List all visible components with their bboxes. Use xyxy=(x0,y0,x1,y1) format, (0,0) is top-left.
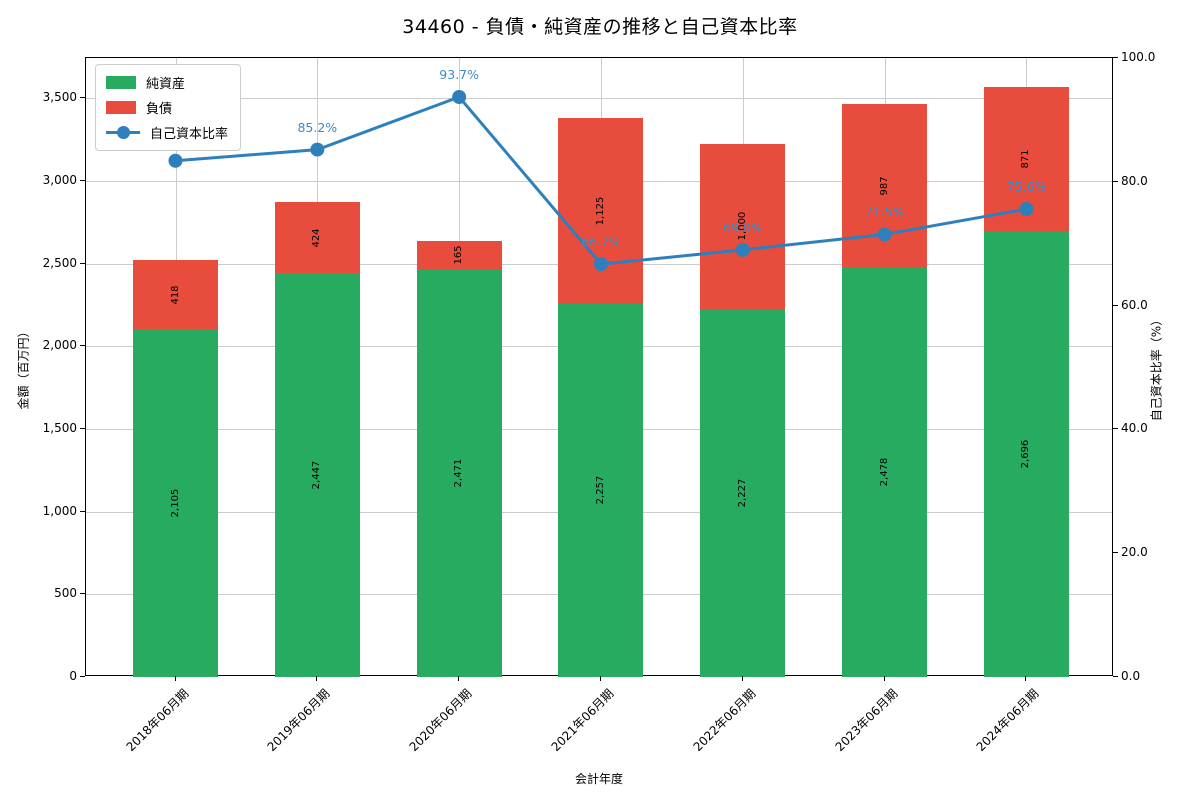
ratio-value-label: 69.0% xyxy=(722,219,763,235)
legend-item-debt: 負債 xyxy=(106,98,228,117)
x-axis-tick xyxy=(316,676,318,681)
bar-segment-debt xyxy=(558,117,644,304)
ratio-marker xyxy=(452,89,467,104)
x-axis-tick xyxy=(599,676,601,681)
y-axis-tick-right xyxy=(1113,428,1118,430)
y-axis-tick-left xyxy=(80,676,85,677)
y-axis-tick-left xyxy=(80,180,85,182)
y-axis-tick-label-left: 2,000 xyxy=(42,338,77,353)
y-axis-tick-right xyxy=(1113,57,1118,58)
ratio-line-icon xyxy=(106,126,140,139)
y-axis-tick-right xyxy=(1113,676,1118,677)
gridline-horizontal xyxy=(86,98,1112,100)
bar-segment-debt xyxy=(700,143,786,309)
ratio-marker xyxy=(877,227,892,242)
ratio-marker xyxy=(735,242,750,257)
bar-segment-equity xyxy=(274,272,360,677)
y-axis-tick-label-left: 3,500 xyxy=(42,90,77,105)
bar-segment-debt xyxy=(274,202,360,273)
debt-swatch-icon xyxy=(106,101,136,114)
ratio-value-label: 85.2% xyxy=(297,119,338,135)
y-axis-tick-label-right: 60.0 xyxy=(1121,297,1148,312)
x-axis-tick xyxy=(883,676,885,681)
ratio-marker xyxy=(168,153,183,168)
bar-segment-debt xyxy=(133,259,218,330)
y-axis-tick-left xyxy=(80,345,85,347)
legend-label-ratio: 自己資本比率 xyxy=(150,127,229,142)
plot-area: 2,105 418 2,447 424 2,471 165 2,257 1,125 2,227 1… xyxy=(85,57,1113,677)
y-axis-tick-right xyxy=(1113,180,1118,182)
bar-segment-debt xyxy=(416,241,502,269)
legend-item-ratio: 自己資本比率 xyxy=(106,123,228,142)
chart-title: 34460 - 負債・純資産の推移と自己資本比率 xyxy=(402,16,798,38)
ratio-line-chart xyxy=(168,89,1034,272)
y-axis-tick-left xyxy=(80,97,85,99)
x-axis-tick-label: 2020年06月期 xyxy=(406,686,475,755)
y-axis-tick-label-right: 0.0 xyxy=(1121,669,1141,683)
bar-segment-equity xyxy=(558,303,644,677)
y-axis-tick-label-right: 100.0 xyxy=(1121,50,1156,64)
ratio-value-label: 93.7% xyxy=(439,66,480,82)
y-axis-tick-label-left: 1,000 xyxy=(42,503,77,518)
y-axis-tick-label-right: 80.0 xyxy=(1121,173,1148,188)
y-axis-tick-left xyxy=(80,262,85,264)
legend: 純資産 負債 自己資本比率 xyxy=(95,64,242,151)
y-axis-tick-left xyxy=(80,510,85,512)
y-axis-tick-label-left: 1,500 xyxy=(42,421,77,436)
bar-segment-equity xyxy=(842,267,928,677)
bar-segment-equity xyxy=(700,308,786,677)
equity-swatch-icon xyxy=(106,76,136,89)
y-axis-tick-right xyxy=(1113,304,1118,306)
x-axis-tick xyxy=(174,676,176,681)
y-axis-tick-label-left: 500 xyxy=(54,586,77,601)
y-axis-tick-label-right: 40.0 xyxy=(1121,421,1148,436)
y-axis-tick-label-left: 2,500 xyxy=(42,255,77,270)
legend-label-equity: 純資産 xyxy=(146,77,186,92)
ratio-marker xyxy=(593,257,608,272)
ratio-value-label: 66.7% xyxy=(581,234,621,250)
x-axis-tick xyxy=(458,676,460,681)
x-axis-tick-label: 2018年06月期 xyxy=(123,686,191,755)
x-axis-label: 会計年度 xyxy=(574,772,623,786)
x-axis-tick xyxy=(741,676,743,681)
y-axis-label-left: 金額（百万円） xyxy=(16,325,31,410)
bar-segment-equity xyxy=(133,329,218,677)
x-axis-tick-label: 2022年06月期 xyxy=(690,686,759,755)
y-axis-tick-label-left: 3,000 xyxy=(42,173,77,188)
legend-item-equity: 純資産 xyxy=(106,73,228,92)
y-axis-tick-label-left: 0 xyxy=(69,669,77,683)
ratio-marker xyxy=(1019,202,1034,217)
y-axis-tick-label-right: 20.0 xyxy=(1121,545,1148,560)
ratio-value-label: 71.5% xyxy=(864,204,905,220)
y-axis-label-right: 自己資本比率（%） xyxy=(1149,313,1164,421)
ratio-value-label: 75.6% xyxy=(1006,179,1047,195)
x-axis-tick-label: 2019年06月期 xyxy=(264,686,333,755)
bar-segment-equity xyxy=(983,231,1069,677)
legend-label-debt: 負債 xyxy=(146,102,173,117)
bar-segment-equity xyxy=(416,268,502,677)
ratio-marker xyxy=(310,142,325,157)
y-axis-tick-right xyxy=(1113,552,1118,554)
x-axis-tick-label: 2023年06月期 xyxy=(832,686,900,755)
x-axis-tick-label: 2024年06月期 xyxy=(974,686,1042,755)
y-axis-tick-left xyxy=(80,593,85,595)
x-axis-tick xyxy=(1025,676,1027,681)
y-axis-tick-left xyxy=(80,428,85,430)
